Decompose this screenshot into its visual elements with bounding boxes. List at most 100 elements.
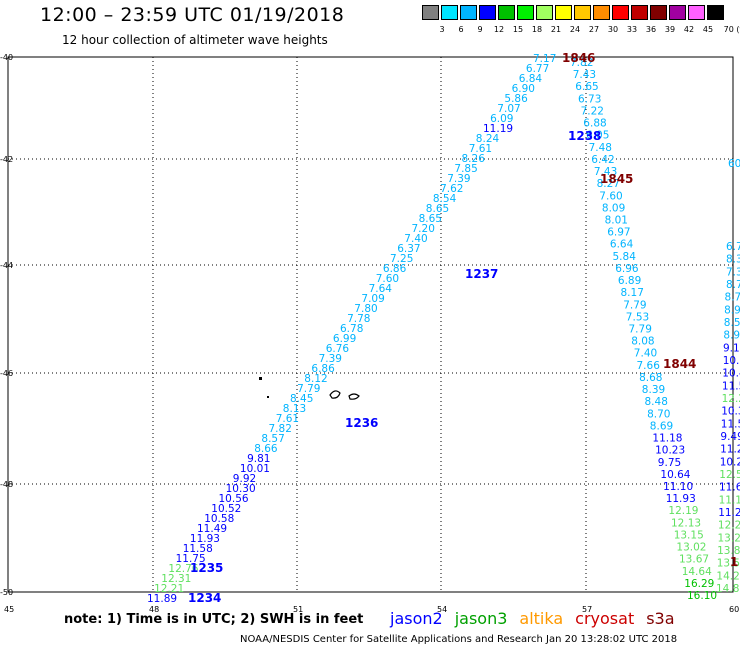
wave-height-value: 7.43 <box>573 69 596 81</box>
wave-height-value: 16.29 <box>684 578 714 590</box>
pass-time-label: 1845 <box>600 172 633 186</box>
wave-height-value: 14.20 <box>716 570 740 582</box>
color-scale-label: 24 <box>569 25 581 34</box>
wave-height-value: 11.54 <box>721 418 740 430</box>
color-swatch <box>517 5 534 20</box>
color-scale-label: 15 <box>512 25 524 34</box>
wave-height-value: 6.90 <box>512 83 535 95</box>
wave-height-value: 7.62 <box>440 183 463 195</box>
wave-height-value: 8.26 <box>462 153 486 165</box>
wave-height-value: 7.25 <box>390 253 413 265</box>
wave-height-value: 8.65 <box>426 203 449 215</box>
color-swatch <box>555 5 572 20</box>
pass-time-label: 1238 <box>568 129 601 143</box>
wave-height-value: 7.66 <box>637 360 661 372</box>
page-title: 12:00 – 23:59 UTC 01/19/2018 <box>40 4 345 26</box>
wave-height-value: 11.52 <box>722 380 740 392</box>
wave-height-value: 11.89 <box>147 593 177 605</box>
wave-height-value: 8.7 <box>726 279 740 291</box>
wave-height-value: 7.60 <box>599 190 622 202</box>
wave-height-value: 12.20 <box>718 520 740 532</box>
island-outline <box>267 396 269 398</box>
wave-height-value: 7.79 <box>623 299 646 311</box>
wave-height-value: 7.60 <box>376 273 399 285</box>
color-swatch <box>498 5 515 20</box>
wave-height-value: 7.48 <box>589 142 612 154</box>
island-outline <box>329 390 341 399</box>
pass-time-label: 1236 <box>345 416 378 430</box>
wave-height-value: 12.13 <box>671 517 701 529</box>
wave-height-value: 6.78 <box>340 323 363 335</box>
wave-height-value: 8.57 <box>261 433 284 445</box>
wave-height-value: 8.13 <box>283 403 306 415</box>
wave-height-value: 13.88 <box>717 545 740 557</box>
wave-height-value: 11.75 <box>176 553 206 565</box>
legend-cryosat: cryosat <box>575 609 635 628</box>
wave-height-value: 14.64 <box>682 566 712 578</box>
wave-height-value: 13.02 <box>676 542 706 554</box>
wave-height-value: 11.67 <box>719 482 740 494</box>
lat-tick-label: -44 <box>0 261 13 270</box>
wave-height-value: 12.58 <box>719 469 740 481</box>
wave-height-value: 9.81 <box>247 453 270 465</box>
wave-height-value: 8.08 <box>631 336 654 348</box>
wave-height-value: 8.96 <box>723 330 740 342</box>
color-scale-label: 9 <box>477 25 483 34</box>
wave-height-value: 13.15 <box>674 529 704 541</box>
wave-height-value: 7.53 <box>626 311 649 323</box>
wave-height-value: 12.29 <box>722 393 740 405</box>
wave-height-value: 8.48 <box>645 396 668 408</box>
island-outline <box>348 393 360 400</box>
wave-height-value: 11.22 <box>718 507 740 519</box>
wave-height-value: 6.77 <box>526 63 549 75</box>
wave-height-value: 8.69 <box>650 420 673 432</box>
wave-height-value: 5.84 <box>613 251 637 263</box>
color-swatch <box>669 5 686 20</box>
wave-height-value: 6.84 <box>519 73 543 85</box>
lon-tick-label: 60 <box>729 605 739 614</box>
wave-height-value: 6.73 <box>578 93 601 105</box>
wave-height-value: 8.57 <box>724 317 740 329</box>
wave-height-value: 9.49 <box>720 431 740 443</box>
wave-height-value: 9.75 <box>658 457 681 469</box>
wave-height-value: 7.78 <box>347 313 370 325</box>
wave-height-value: 7.07 <box>497 103 520 115</box>
wave-height-value: 6.88 <box>583 118 606 130</box>
wave-height-value: 7.80 <box>354 303 377 315</box>
wave-height-value: 8.27 <box>597 178 620 190</box>
wave-height-value: 10.58 <box>204 513 234 525</box>
wave-height-value: 8.68 <box>639 372 662 384</box>
wave-height-value: 6.65 <box>575 81 598 93</box>
color-scale-label: 12 <box>493 25 505 34</box>
wave-height-value: 10.43 <box>722 368 740 380</box>
wave-height-value: 7.39 <box>447 173 470 185</box>
wave-height-value: 6.05 <box>586 130 609 142</box>
wave-height-value: 11.18 <box>652 433 682 445</box>
wave-height-value: 8.66 <box>254 443 278 455</box>
legend-jason2: jason2 <box>390 609 443 628</box>
color-swatch <box>631 5 648 20</box>
wave-height-value: 6.86 <box>311 363 335 375</box>
page-subtitle: 12 hour collection of altimeter wave hei… <box>62 33 328 47</box>
wave-height-value: 8.39 <box>642 384 665 396</box>
wave-height-value: 11.93 <box>190 533 220 545</box>
wave-height-value: 6.7 <box>726 241 740 253</box>
wave-height-value: 13.57 <box>717 558 740 570</box>
wave-height-value: 10.31 <box>721 406 740 418</box>
wave-height-value: 7.22 <box>581 106 604 118</box>
wave-height-value: 7.40 <box>634 348 657 360</box>
wave-height-value: 7.61 <box>469 143 492 155</box>
wave-height-value: 6.89 <box>618 275 641 287</box>
altimeter-tracks: 11.8912.2112.3112.7611.7511.5811.9311.49… <box>147 53 740 605</box>
color-scale-label: 70 (ft) <box>723 25 740 34</box>
wave-height-value: 11.49 <box>197 523 227 535</box>
color-scale-label: 18 <box>531 25 543 34</box>
wave-height-value: 16.10 <box>687 590 717 602</box>
wave-height-value: 8.45 <box>290 393 313 405</box>
color-scale-label: 33 <box>626 25 638 34</box>
legend-jason3: jason3 <box>454 609 508 628</box>
pass-time-label: 1234 <box>188 591 221 605</box>
color-swatch <box>574 5 591 20</box>
wave-height-value: 7.17 <box>533 53 556 65</box>
